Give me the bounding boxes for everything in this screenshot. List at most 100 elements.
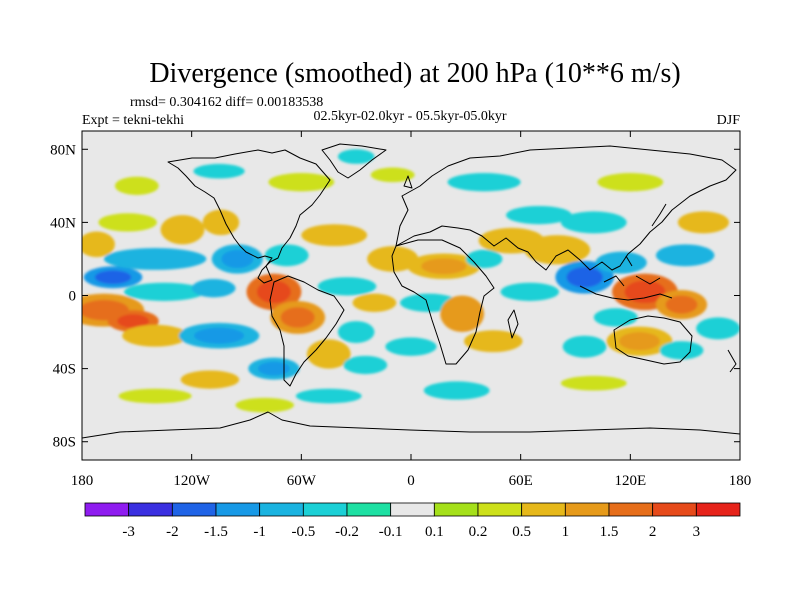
field-blob <box>506 205 572 225</box>
antarctica-coast <box>82 411 740 439</box>
colorbar-swatch <box>346 502 392 517</box>
x-tick-label: 0 <box>407 473 415 489</box>
colorbar: -3 -2 -1.5 -1 -0.5 -0.2 -0.1 0.1 0.2 0.5 1 1.5 2 3 <box>84 502 741 540</box>
colorbar-swatch <box>84 502 130 517</box>
field-blob <box>423 381 490 400</box>
colorbar-swatch <box>521 502 566 517</box>
field-blob <box>659 341 704 360</box>
field-blob <box>200 282 228 294</box>
field-blob <box>85 236 108 253</box>
field-blob <box>562 335 607 358</box>
field-blob <box>500 282 560 301</box>
colorbar-label: 2 <box>649 524 657 540</box>
field-blob <box>268 173 335 192</box>
africa-coast <box>391 239 495 365</box>
colorbar-label: 1 <box>562 524 570 540</box>
field-blob <box>385 337 437 356</box>
field-blob <box>315 344 343 364</box>
colorbar-label: 3 <box>693 524 701 540</box>
season-label: DJF <box>717 113 741 128</box>
field-blob <box>221 249 254 269</box>
britain-coast <box>403 175 413 189</box>
field-blob <box>98 213 157 232</box>
indonesia-coast <box>579 255 673 301</box>
field-blob <box>317 277 377 296</box>
colorbar-label: 0.5 <box>512 524 531 540</box>
field-blob <box>696 317 740 340</box>
y-tick-label: 40S <box>53 362 76 378</box>
colorbar-swatch <box>608 502 654 517</box>
colorbar-swatch <box>695 502 741 517</box>
colorbar-label: 1.5 <box>600 524 619 540</box>
field-blob <box>118 388 192 404</box>
field-blob <box>256 280 291 304</box>
colorbar-swatch <box>259 502 304 517</box>
south-america-coast <box>269 275 345 387</box>
field-blob <box>280 307 315 328</box>
colorbar-swatch <box>564 502 610 517</box>
field-blob <box>117 314 150 328</box>
x-tick-label: 60E <box>509 473 533 489</box>
colorbar-swatch <box>477 502 523 517</box>
x-tick-label: 180 <box>729 473 752 489</box>
field-blob <box>667 248 704 263</box>
field-blob <box>560 211 627 234</box>
colorbar-swatch <box>128 502 173 517</box>
colorbar-label: -1.5 <box>204 524 228 540</box>
colorbar-label: -0.1 <box>379 524 403 540</box>
field-blob <box>337 321 375 344</box>
field-blob <box>624 280 666 304</box>
y-tick-label: 40N <box>50 215 76 231</box>
madagascar-coast <box>507 309 519 339</box>
colorbar-swatch <box>390 502 435 517</box>
x-axis: 180 120W 60W 0 60E 120E 180 <box>71 131 752 489</box>
x-tick-label: 120W <box>173 473 211 489</box>
field-blob <box>194 327 245 344</box>
y-tick-label: 80S <box>53 435 76 451</box>
field-blob <box>665 295 698 314</box>
field-blob <box>597 173 664 192</box>
field-blob <box>264 244 309 267</box>
field-blob <box>202 209 240 236</box>
field-blob <box>168 220 197 239</box>
field-blob <box>447 173 521 192</box>
y-axis: 80N 40N 0 40S 80S <box>50 142 740 451</box>
field-blob <box>448 302 476 326</box>
colorbar-swatch <box>302 502 348 517</box>
field-blob <box>619 332 660 351</box>
colorbar-label: -3 <box>122 524 135 540</box>
colorbar-swatch <box>171 502 217 517</box>
divergence-field <box>82 149 740 413</box>
x-tick-label: 180 <box>71 473 94 489</box>
period-label: 02.5kyr-02.0kyr - 05.5kyr-05.0kyr <box>313 109 506 124</box>
field-blob <box>94 270 132 285</box>
field-blob <box>343 355 388 375</box>
colorbar-label: -1 <box>253 524 266 540</box>
field-blob <box>536 240 578 259</box>
australia-coast <box>613 315 693 365</box>
field-blob <box>352 293 397 312</box>
field-blob <box>180 370 240 389</box>
colorbar-swatch <box>652 502 697 517</box>
field-blob <box>295 388 362 404</box>
colorbar-label: -2 <box>166 524 179 540</box>
field-blob <box>560 375 627 391</box>
new-zealand-coast <box>727 349 737 373</box>
colorbar-label: -0.2 <box>335 524 359 540</box>
field-blob <box>235 397 295 413</box>
field-blob <box>593 308 638 327</box>
field-blob <box>134 328 176 343</box>
x-tick-label: 120E <box>614 473 646 489</box>
x-tick-label: 60W <box>287 473 317 489</box>
field-blob <box>114 176 159 195</box>
field-blob <box>258 361 290 376</box>
colorbar-label: 0.2 <box>469 524 488 540</box>
stats-line: rmsd= 0.304162 diff= 0.00183538 <box>130 95 323 110</box>
north-america-coast <box>167 149 331 284</box>
colorbar-label: 0.1 <box>425 524 444 540</box>
field-blob <box>605 255 638 270</box>
field-blob <box>193 163 245 179</box>
y-tick-label: 80N <box>50 142 76 158</box>
colorbar-swatch <box>215 502 261 517</box>
